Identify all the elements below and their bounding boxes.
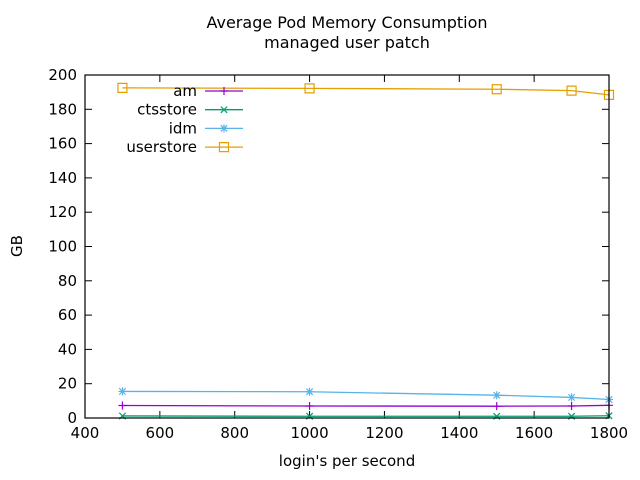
y-tick-label: 180 [48, 100, 77, 118]
asterisk-marker [492, 391, 501, 400]
x-tick-label: 1600 [515, 424, 553, 442]
legend-item-userstore: userstore [126, 138, 243, 156]
legend-item-idm: idm [169, 119, 243, 137]
x-tick-label: 1800 [590, 424, 628, 442]
asterisk-marker [305, 387, 314, 396]
x-tick-label: 800 [220, 424, 249, 442]
square-marker [117, 82, 128, 93]
asterisk-marker [118, 387, 127, 396]
series-line-idm [122, 390, 610, 401]
x-tick-label: 600 [146, 424, 175, 442]
asterisk-marker [567, 393, 576, 402]
x-tick-label: 1000 [290, 424, 328, 442]
y-axis-label: GB [8, 235, 26, 257]
legend-cross-marker [220, 106, 228, 114]
plus-marker [492, 402, 501, 411]
series-am [118, 401, 613, 411]
legend-label: idm [169, 119, 197, 137]
legend-label: userstore [126, 138, 197, 156]
legend-asterisk-marker [220, 124, 228, 133]
series-line-ctsstore [122, 415, 610, 417]
y-tick-label: 0 [67, 409, 77, 427]
series-line-userstore [122, 87, 610, 96]
axes [84, 74, 610, 419]
x-axis-label: login's per second [278, 452, 416, 470]
plus-marker [305, 401, 314, 410]
square-marker [304, 83, 315, 94]
legend-item-ctsstore: ctsstore [137, 101, 243, 119]
x-tick-label: 1400 [440, 424, 478, 442]
plus-marker [567, 401, 576, 410]
y-tick-label: 100 [48, 238, 77, 256]
chart-subtitle: managed user patch [264, 33, 430, 52]
y-tick-label: 140 [48, 169, 77, 187]
square-marker [491, 84, 502, 95]
plot-border [84, 74, 610, 419]
series-idm [118, 387, 613, 404]
legend-square-marker [218, 142, 230, 153]
legend-item-am: am [173, 82, 243, 100]
y-tick-label: 20 [58, 375, 77, 393]
plus-marker [118, 401, 127, 410]
square-marker [566, 85, 577, 96]
y-tick-label: 120 [48, 203, 77, 221]
y-tick-label: 160 [48, 135, 77, 153]
x-tick-label: 400 [71, 424, 100, 442]
y-tick-label: 40 [58, 340, 77, 358]
y-tick-label: 60 [58, 306, 77, 324]
chart-title: Average Pod Memory Consumption [206, 13, 488, 32]
series-userstore [117, 82, 615, 100]
series-line-am [122, 404, 610, 407]
legend-label: am [173, 82, 197, 100]
legend-label: ctsstore [137, 101, 197, 119]
y-tick-label: 80 [58, 272, 77, 290]
square-marker [603, 89, 615, 100]
x-tick-label: 1200 [365, 424, 403, 442]
y-tick-label: 200 [48, 66, 77, 84]
legend-plus-marker [220, 87, 228, 95]
